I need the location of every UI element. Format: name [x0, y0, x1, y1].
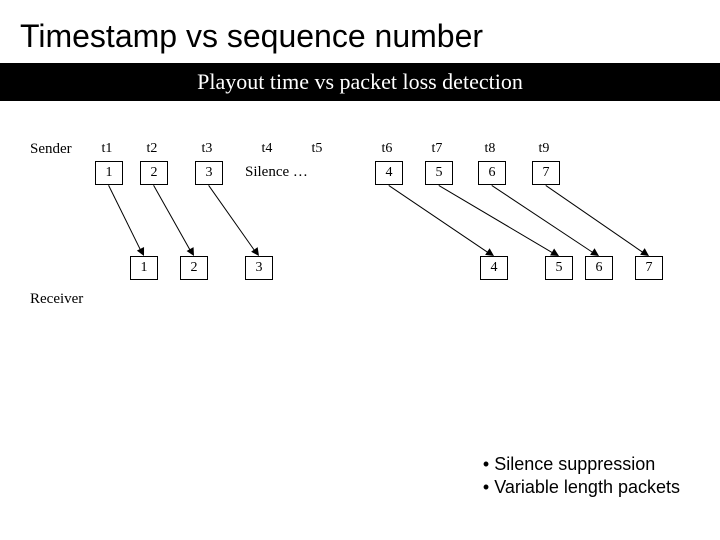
receiver-packet-box: 4 [480, 256, 508, 280]
sender-packet-box: 3 [195, 161, 223, 185]
packet-arrow [108, 185, 141, 251]
sender-packet-box: 1 [95, 161, 123, 185]
receiver-packet-box: 6 [585, 256, 613, 280]
page-title: Timestamp vs sequence number [0, 0, 720, 63]
receiver-packet-box: 7 [635, 256, 663, 280]
time-label: t6 [375, 141, 399, 157]
subtitle-bar: Playout time vs packet loss detection [0, 63, 720, 101]
bullet-item: Variable length packets [483, 477, 680, 498]
sender-packet-box: 2 [140, 161, 168, 185]
bullet-list: Silence suppressionVariable length packe… [483, 452, 680, 500]
sender-packet-box: 4 [375, 161, 403, 185]
sender-label: Sender [30, 141, 72, 158]
packet-arrow [208, 185, 255, 252]
sender-packet-box: 6 [478, 161, 506, 185]
receiver-label: Receiver [30, 291, 83, 308]
time-label: t2 [140, 141, 164, 157]
receiver-packet-box: 5 [545, 256, 573, 280]
time-label: t7 [425, 141, 449, 157]
sender-packet-box: 7 [532, 161, 560, 185]
sender-packet-box: 5 [425, 161, 453, 185]
bullet-item: Silence suppression [483, 454, 680, 475]
silence-text: Silence … [245, 164, 308, 181]
time-label: t1 [95, 141, 119, 157]
packet-arrow [388, 185, 489, 253]
receiver-packet-box: 1 [130, 256, 158, 280]
time-label: t3 [195, 141, 219, 157]
time-label: t9 [532, 141, 556, 157]
packet-arrow [545, 185, 644, 253]
packet-arrow [153, 185, 191, 251]
receiver-packet-box: 3 [245, 256, 273, 280]
packet-arrow [438, 185, 553, 254]
timing-diagram: Sender Silence … Receiver t1 1 1 t2 2 2 t3 3 3 t4… [0, 141, 720, 421]
time-label: t4 [255, 141, 279, 157]
time-label: t5 [305, 141, 329, 157]
packet-arrow [491, 185, 594, 254]
receiver-packet-box: 2 [180, 256, 208, 280]
time-label: t8 [478, 141, 502, 157]
